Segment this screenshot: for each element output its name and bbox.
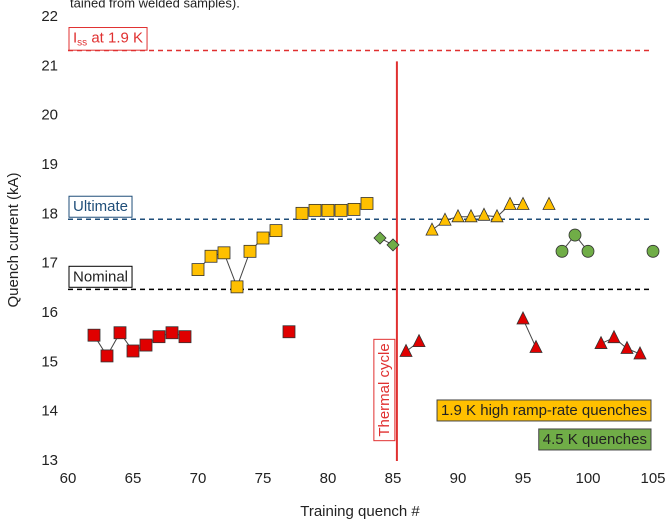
- reference-label-text: Ultimate: [73, 198, 128, 215]
- marker: [321, 203, 335, 217]
- marker: [308, 203, 322, 217]
- marker: [607, 329, 621, 344]
- marker: [516, 196, 530, 210]
- marker: [464, 208, 478, 223]
- y-tick-label: 17: [41, 255, 58, 272]
- marker: [282, 325, 296, 339]
- marker: [620, 340, 634, 354]
- reference-label: Nominal: [68, 265, 133, 288]
- x-tick-label: 75: [255, 470, 272, 487]
- marker: [399, 343, 413, 357]
- legend-item: 4.5 K quenches: [538, 428, 652, 451]
- label-box: [68, 27, 148, 51]
- marker: [425, 222, 439, 236]
- marker: [204, 249, 218, 263]
- x-tick-label: 60: [60, 470, 77, 487]
- marker: [295, 206, 309, 220]
- y-tick-label: 18: [41, 205, 58, 222]
- legend-text: 4.5 K quenches: [543, 431, 647, 448]
- marker: [347, 202, 361, 216]
- marker: [451, 208, 465, 223]
- label-sub: ss: [77, 37, 87, 48]
- reference-label-text: Nominal: [73, 268, 128, 285]
- marker: [516, 311, 530, 325]
- marker: [503, 196, 517, 210]
- marker: [243, 244, 257, 258]
- label-box: [68, 195, 133, 218]
- legend-text: 1.9 K high ramp-rate quenches: [441, 402, 647, 419]
- x-axis-label: Training quench #: [300, 503, 420, 520]
- marker: [269, 224, 283, 238]
- x-tick-label: 80: [320, 470, 337, 487]
- x-tick-label: 105: [640, 470, 665, 487]
- marker: [542, 196, 556, 210]
- y-tick-label: 22: [41, 8, 58, 25]
- reference-label: Ultimate: [68, 195, 133, 218]
- x-tick-label: 95: [515, 470, 532, 487]
- marker: [113, 326, 127, 340]
- label-box: [436, 399, 652, 422]
- marker: [633, 346, 647, 360]
- marker: [191, 263, 205, 276]
- thermal-cycle-label: Thermal cycle: [373, 338, 396, 442]
- marker: [152, 330, 166, 344]
- thermal-cycle-text: Thermal cycle: [376, 343, 393, 436]
- marker: [438, 212, 452, 226]
- marker: [581, 244, 595, 258]
- reference-label: Iss at 1.9 K: [68, 27, 148, 51]
- y-tick-label: 15: [41, 353, 58, 370]
- marker: [360, 197, 374, 210]
- marker: [568, 228, 582, 242]
- x-tick-label: 65: [125, 470, 142, 487]
- y-tick-label: 13: [41, 452, 58, 469]
- label-main: I: [73, 30, 77, 47]
- marker: [256, 231, 270, 245]
- label-box: [538, 428, 652, 451]
- marker: [139, 338, 153, 352]
- label-box: [373, 338, 396, 442]
- marker: [529, 339, 543, 353]
- marker: [126, 344, 140, 358]
- reference-label-text: Iss at 1.9 K: [73, 30, 143, 49]
- marker: [178, 330, 192, 344]
- y-tick-label: 21: [41, 57, 58, 74]
- x-tick-label: 70: [190, 470, 207, 487]
- marker: [165, 326, 179, 340]
- marker: [646, 244, 660, 258]
- series-line: [600, 337, 641, 355]
- marker: [490, 208, 504, 223]
- x-tick-label: 90: [450, 470, 467, 487]
- marker: [217, 246, 231, 260]
- label-box: [68, 265, 133, 288]
- y-tick-label: 16: [41, 304, 58, 321]
- y-tick-label: 20: [41, 107, 58, 124]
- y-tick-label: 19: [41, 156, 58, 173]
- marker: [230, 280, 244, 294]
- y-tick-label: 14: [41, 403, 58, 420]
- marker: [477, 207, 491, 221]
- marker: [386, 238, 400, 252]
- marker: [373, 231, 387, 245]
- label-rest: at 1.9 K: [87, 30, 143, 47]
- y-axis-label: Quench current (kA): [5, 172, 22, 307]
- marker: [334, 203, 348, 217]
- marker: [87, 328, 101, 342]
- caption-fragment: tained from welded samples).: [70, 0, 240, 10]
- x-tick-label: 100: [575, 470, 600, 487]
- marker: [594, 335, 608, 349]
- marker: [412, 333, 426, 348]
- marker: [100, 349, 114, 363]
- legend-item: 1.9 K high ramp-rate quenches: [436, 399, 652, 422]
- x-tick-label: 85: [385, 470, 402, 487]
- marker: [555, 244, 569, 258]
